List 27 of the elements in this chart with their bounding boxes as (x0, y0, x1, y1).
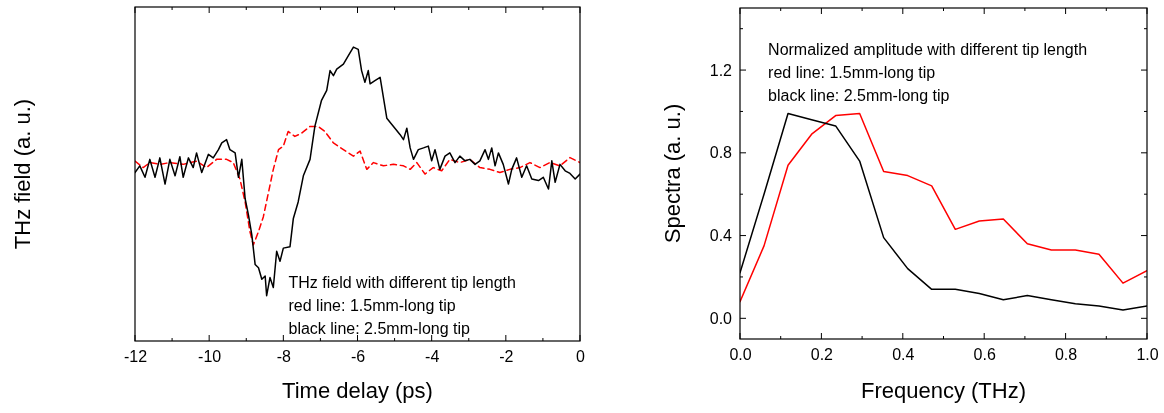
y-tick-label: 0.8 (709, 144, 733, 162)
x-tick-label: 1.0 (1136, 346, 1159, 364)
y-axis-title: THz field (a. u.) (10, 98, 35, 250)
x-tick-label: 0.2 (810, 346, 834, 364)
x-axis-title: Frequency (THz) (860, 378, 1027, 403)
y-tick-label: 1.2 (709, 61, 733, 79)
annotation: red line: 1.5mm-long tip (768, 64, 936, 82)
y-axis-title: Spectra (a. u.) (660, 103, 685, 244)
x-tick-label: 0 (576, 348, 586, 366)
x-tick-label: -2 (499, 348, 514, 366)
x-tick-label: -8 (276, 348, 292, 366)
x-tick-label: -12 (123, 348, 148, 366)
x-tick-label: 0.6 (973, 346, 996, 364)
y-tick-label: 0.4 (709, 227, 733, 245)
x-tick-label: 0.8 (1054, 346, 1078, 364)
x-tick-label: -6 (350, 348, 366, 366)
annotation: black line: 2.5mm-long tip (288, 320, 471, 338)
annotation: THz field with different tip length (288, 274, 516, 292)
x-tick-label: 0.4 (892, 346, 915, 364)
annotation: Normalized amplitude with different tip length (768, 41, 1088, 59)
x-tick-label: -4 (425, 348, 440, 366)
annotation: red line: 1.5mm-long tip (288, 297, 456, 315)
y-tick-label: 0.0 (709, 309, 733, 327)
x-tick-label: -10 (198, 348, 222, 366)
annotation: black line: 2.5mm-long tip (768, 87, 950, 105)
x-tick-label: 0.0 (729, 346, 752, 364)
x-axis-title: Time delay (ps) (282, 378, 433, 403)
